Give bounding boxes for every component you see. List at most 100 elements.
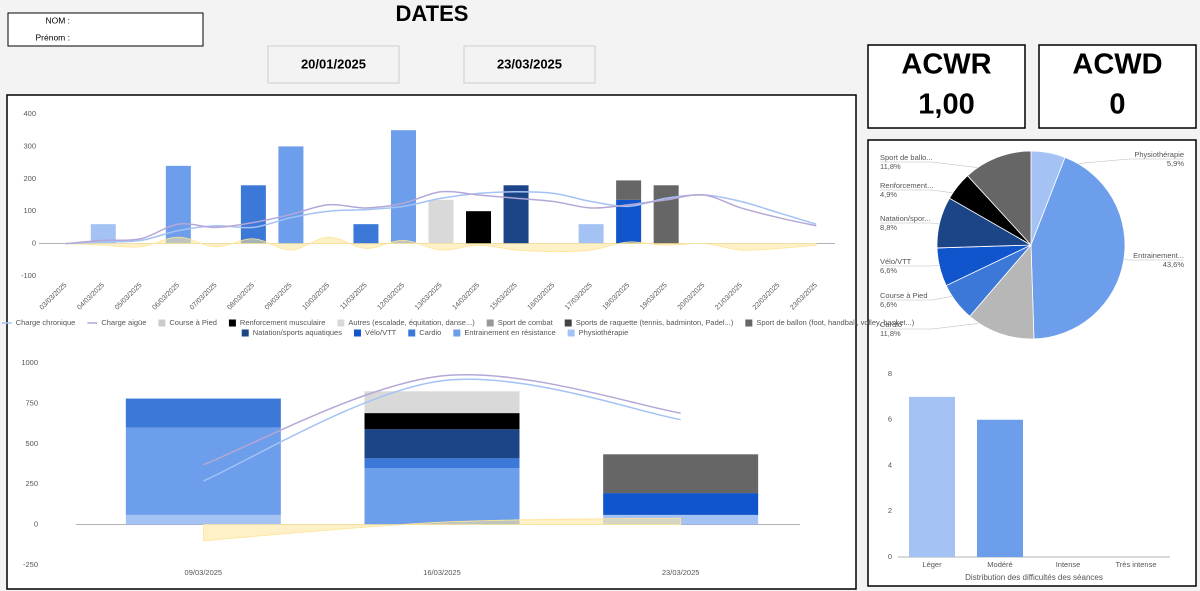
bar-segment <box>616 180 642 200</box>
legend-label: Charge chronique <box>16 318 76 327</box>
pie-label: Cardio <box>880 320 902 329</box>
y-tick-label: 0 <box>32 239 36 248</box>
bar-segment <box>364 391 520 414</box>
legend-swatch <box>353 329 361 337</box>
y-tick-label: 1000 <box>21 358 38 367</box>
line <box>203 374 681 466</box>
kpi-box <box>867 44 1026 129</box>
bar-segment <box>364 413 520 430</box>
bar-segment <box>353 224 379 244</box>
pie-label: Sport de ballo... <box>880 153 933 162</box>
pie-value-label: 6,6% <box>880 300 897 309</box>
bar-segment <box>578 224 604 244</box>
bar-segment <box>125 514 281 525</box>
pie-value-label: 11,8% <box>880 162 901 171</box>
legend-swatch <box>453 329 461 337</box>
legend-label: Course à Pied <box>169 318 217 327</box>
x-axis-title: Distribution des difficultés des séances <box>965 573 1103 582</box>
bar-segment <box>165 165 191 244</box>
bar-segment <box>125 398 281 428</box>
pie-value-label: 5,9% <box>1167 159 1184 168</box>
area <box>202 517 682 542</box>
y-tick-label: 300 <box>23 141 36 150</box>
bar-segment <box>278 146 304 244</box>
x-tick-label: Léger <box>922 560 942 569</box>
y-tick-label: 2 <box>888 506 892 515</box>
pie-slice <box>969 243 1035 340</box>
x-tick-label: 09/03/2025 <box>185 568 223 577</box>
pie-label: Entrainement... <box>1133 251 1184 260</box>
x-tick-label: 23/03/2025 <box>662 568 700 577</box>
y-tick-label: 0 <box>888 552 892 561</box>
y-tick-label: 8 <box>888 369 892 378</box>
pie-slice <box>1030 156 1126 340</box>
y-tick-label: 100 <box>23 206 36 215</box>
area <box>65 236 817 253</box>
legend-label: Sports de raquette (tennis, badminton, P… <box>576 318 734 327</box>
bar <box>909 396 955 557</box>
kpi-label: ACWD <box>1072 49 1162 81</box>
legend-swatch <box>408 329 416 337</box>
bar-segment <box>364 458 520 469</box>
bar-segment <box>364 468 520 525</box>
legend-swatch <box>158 319 166 327</box>
bar-segment <box>603 493 759 515</box>
y-tick-label: 750 <box>25 398 38 407</box>
kpi-label: ACWR <box>901 49 991 81</box>
legend-label: Cardio <box>419 328 441 337</box>
pie-value-label: 6,6% <box>880 266 897 275</box>
bar-segment <box>240 185 266 244</box>
x-tick-label: 16/03/2025 <box>423 568 461 577</box>
date-start: 20/01/2025 <box>301 56 366 71</box>
legend-swatch <box>228 319 236 327</box>
bar-segment <box>466 211 492 244</box>
bar <box>977 419 1023 557</box>
y-tick-label: 0 <box>34 520 38 529</box>
pie-label: Renforcement... <box>880 181 933 190</box>
date-end: 23/03/2025 <box>497 56 562 71</box>
bar-segment <box>653 185 679 244</box>
legend-swatch <box>337 319 345 327</box>
legend-swatch <box>486 319 494 327</box>
legend-swatch <box>241 329 249 337</box>
line <box>203 378 681 482</box>
pie-label: Physiothérapie <box>1134 150 1184 159</box>
y-tick-label: 250 <box>25 479 38 488</box>
legend-swatch <box>567 329 575 337</box>
pie-label: Natation/spor... <box>880 214 930 223</box>
legend-label: Sport de ballon (foot, handball, volley,… <box>756 318 914 327</box>
pie-value-label: 8,8% <box>880 223 897 232</box>
pie-value-label: 11,8% <box>880 329 901 338</box>
bar-segment <box>364 429 520 459</box>
y-tick-label: 500 <box>25 439 38 448</box>
pie-slice <box>966 150 1032 247</box>
y-tick-label: -100 <box>21 271 36 280</box>
bar-segment <box>503 185 529 244</box>
bar-segment <box>616 199 642 244</box>
legend-label: Charge aigüe <box>101 318 146 327</box>
legend-swatch <box>745 319 753 327</box>
legend-label: Entrainement en résistance <box>464 328 555 337</box>
nom-label: NOM : <box>45 15 70 25</box>
kpi-value: 1,00 <box>918 89 974 121</box>
y-tick-label: 6 <box>888 415 892 424</box>
bar-segment <box>603 454 759 494</box>
y-tick-label: -250 <box>23 560 38 569</box>
legend-label: Vélo/VTT <box>365 328 397 337</box>
date-box <box>267 45 400 84</box>
identity-box <box>7 12 204 47</box>
legend-label: Sport de combat <box>498 318 554 327</box>
pie-value-label: 43,6% <box>1163 260 1185 269</box>
y-tick-label: 4 <box>888 460 892 469</box>
legend-label: Natation/sports aquatiques <box>253 328 342 337</box>
line <box>65 190 817 245</box>
prenom-label: Prénom : <box>36 32 71 42</box>
legend-label: Renforcement musculaire <box>240 318 325 327</box>
legend-swatch <box>564 319 572 327</box>
y-tick-label: 400 <box>23 109 36 118</box>
bar-segment <box>90 224 116 244</box>
x-tick-label: Très intense <box>1116 560 1157 569</box>
pie-value-label: 4,9% <box>880 190 897 199</box>
